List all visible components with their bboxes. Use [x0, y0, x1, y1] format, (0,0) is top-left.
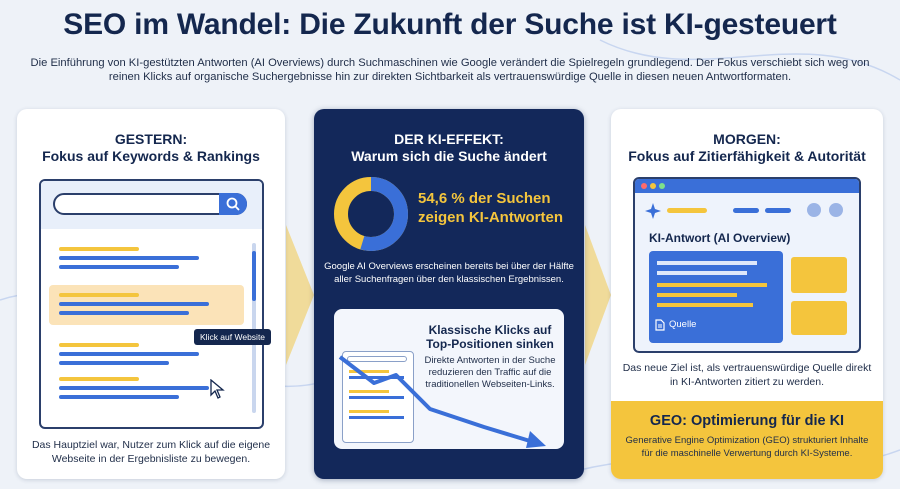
- page-title: SEO im Wandel: Die Zukunft der Suche ist…: [63, 8, 837, 41]
- ai-answer-stat: 54,6 % der Suchen zeigen KI-Antworten: [418, 189, 578, 227]
- panel-yesterday-caption: Das Hauptziel war, Nutzer zum Klick auf …: [31, 439, 271, 465]
- panel-tomorrow-caption: Das neue Ziel ist, als vertrauenswürdige…: [622, 362, 872, 388]
- heading-line-2: Fokus auf Keywords & Rankings: [42, 148, 260, 164]
- panel-tomorrow-heading: MORGEN: Fokus auf Zitierfähigkeit & Auto…: [611, 131, 883, 165]
- mini-browser-mockup: [342, 351, 414, 443]
- sparkle-icon: [645, 203, 661, 219]
- scrollbar-thumb[interactable]: [252, 251, 256, 301]
- stat-line-2: zeigen KI-Antworten: [418, 209, 563, 226]
- search-button[interactable]: [219, 193, 247, 215]
- donut-chart: [334, 177, 408, 251]
- cursor-icon: [210, 379, 225, 399]
- geo-title: GEO: Optimierung für die KI: [649, 413, 845, 429]
- heading-line-2: Fokus auf Zitierfähigkeit & Autorität: [628, 148, 866, 164]
- side-card: [791, 301, 847, 335]
- intro-text: Die Einführung von KI-gestützten Antwort…: [30, 57, 870, 83]
- ai-answer-box: [649, 251, 783, 343]
- browser-titlebar: [635, 179, 859, 193]
- ai-overview-mockup: KI-Antwort (AI Overview) Quelle: [633, 177, 861, 353]
- side-card: [791, 257, 847, 293]
- stat-line-1: 54,6 % der Suchen: [418, 190, 551, 207]
- document-icon: [655, 319, 665, 331]
- heading-line-1: GESTERN:: [114, 131, 188, 147]
- search-bar[interactable]: [53, 193, 247, 215]
- card-text: Direkte Antworten in der Suche reduziere…: [424, 355, 556, 390]
- clicks-decline-card: Klassische Klicks auf Top-Positionen sin…: [334, 309, 564, 449]
- ai-answer-label: KI-Antwort (AI Overview): [649, 231, 791, 245]
- donut-value-arc: [334, 177, 408, 251]
- panel-yesterday-heading: GESTERN: Fokus auf Keywords & Rankings: [17, 131, 285, 165]
- card-title: Klassische Klicks auf Top-Positionen sin…: [426, 323, 554, 351]
- flow-arrow-right: [585, 225, 611, 365]
- heading-line-1: MORGEN:: [713, 131, 781, 147]
- trend-down-icon: [338, 355, 546, 448]
- flow-arrow-left: [286, 225, 314, 365]
- source-label[interactable]: Quelle: [669, 319, 697, 330]
- heading-line-1: DER KI-EFFEKT:: [394, 131, 504, 147]
- panel-tomorrow: MORGEN: Fokus auf Zitierfähigkeit & Auto…: [611, 109, 883, 479]
- geo-text: Generative Engine Optimization (GEO) str…: [625, 435, 869, 459]
- heading-line-2: Warum sich die Suche ändert: [351, 148, 547, 164]
- ai-effect-subtext: Google AI Overviews erscheinen bereits b…: [324, 261, 574, 285]
- click-tooltip: Klick auf Website: [194, 329, 272, 345]
- scrollbar-track: [252, 243, 256, 413]
- search-results-mockup: [39, 179, 264, 429]
- panel-ai-effect: DER KI-EFFEKT: Warum sich die Suche ände…: [314, 109, 584, 479]
- geo-banner: GEO: Optimierung für die KI Generative E…: [611, 401, 883, 479]
- panel-yesterday: GESTERN: Fokus auf Keywords & Rankings: [17, 109, 285, 479]
- panel-ai-effect-heading: DER KI-EFFEKT: Warum sich die Suche ände…: [314, 131, 584, 165]
- search-icon: [226, 197, 240, 211]
